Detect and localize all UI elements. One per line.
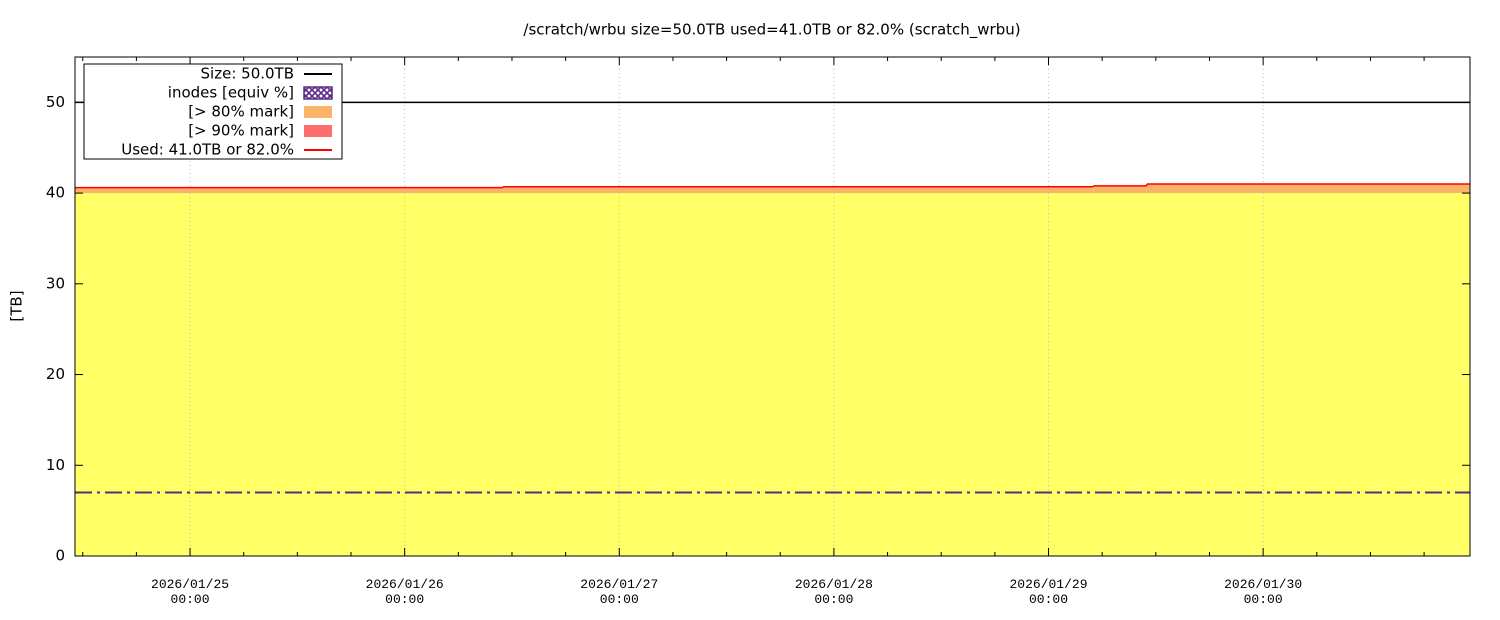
legend-label: inodes [equiv %] xyxy=(168,84,294,102)
legend-box xyxy=(83,63,343,160)
legend-swatch xyxy=(304,106,332,118)
mark-80-fill xyxy=(1093,185,1147,194)
x-tick-label: 2026/01/30 00:00 xyxy=(1224,577,1303,607)
y-tick-label: 0 xyxy=(55,547,65,565)
x-tick-label: 2026/01/25 00:00 xyxy=(151,577,230,607)
y-tick-label: 50 xyxy=(46,93,65,111)
legend-swatch xyxy=(303,86,333,100)
x-tick-label: 2026/01/27 00:00 xyxy=(580,577,659,607)
x-tick-label: 2026/01/28 00:00 xyxy=(794,577,873,607)
legend-label: [> 90% mark] xyxy=(188,122,294,140)
plot-frame xyxy=(74,56,1471,557)
x-tick-label: 2026/01/26 00:00 xyxy=(365,577,444,607)
legend-label: Used: 41.0TB or 82.0% xyxy=(121,141,294,159)
legend-label: Size: 50.0TB xyxy=(201,65,294,83)
mark-80-fill xyxy=(503,186,1094,194)
mark-80-fill xyxy=(1146,184,1470,194)
x-tick-label: 2026/01/29 00:00 xyxy=(1009,577,1088,607)
mark-80-fill xyxy=(75,187,504,194)
below-mark-fill xyxy=(75,193,1470,556)
y-tick-label: 30 xyxy=(46,274,65,292)
y-tick-label: 20 xyxy=(46,365,65,383)
y-tick-label: 10 xyxy=(46,456,65,474)
legend-swatch xyxy=(304,125,332,137)
y-axis-label: [TB] xyxy=(8,290,26,321)
chart-title: /scratch/wrbu size=50.0TB used=41.0TB or… xyxy=(523,21,1020,40)
legend-label: [> 80% mark] xyxy=(188,103,294,121)
y-tick-label: 40 xyxy=(46,184,65,202)
